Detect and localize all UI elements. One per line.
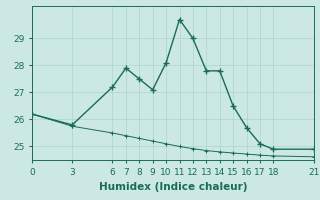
- X-axis label: Humidex (Indice chaleur): Humidex (Indice chaleur): [99, 182, 247, 192]
